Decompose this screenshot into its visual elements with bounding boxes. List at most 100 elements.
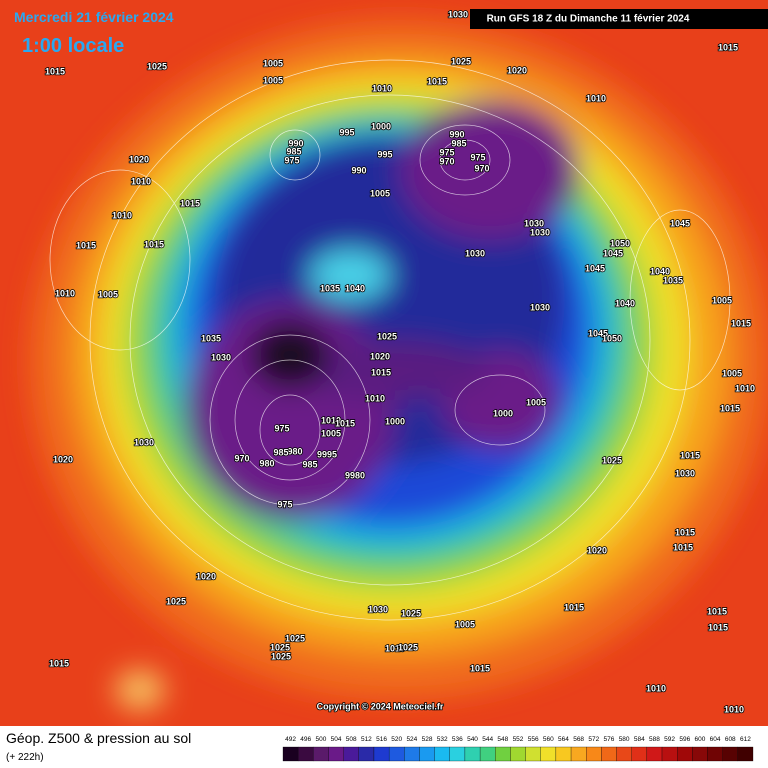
colorbar-label: 568 — [573, 736, 584, 743]
isobar-label: 985 — [273, 447, 288, 457]
isobar-label: 1030 — [448, 9, 468, 19]
isobar-label: 975 — [284, 155, 299, 165]
colorbar-label: 588 — [649, 736, 660, 743]
isobar-label: 1005 — [455, 619, 475, 629]
colorbar-swatch — [373, 746, 390, 762]
isobar-label: 1015 — [673, 542, 693, 552]
colorbar-swatch — [525, 746, 541, 762]
isobar-label: 1025 — [398, 642, 418, 652]
isobar-label: 1045 — [588, 328, 608, 338]
colorbar-swatch — [540, 746, 557, 762]
isobar-label: 1015 — [680, 450, 700, 460]
forecast-time: 1:00 locale — [22, 35, 124, 57]
colorbar-swatch — [328, 746, 344, 762]
isobar-label: 1005 — [526, 397, 546, 407]
colorbar-swatch — [601, 746, 617, 762]
colorbar-label: 580 — [619, 736, 630, 743]
isobar-label: 1015 — [731, 318, 751, 328]
isobar-label: 1020 — [53, 454, 73, 464]
isobar-label: 1030 — [465, 248, 485, 258]
colorbar-label: 516 — [376, 736, 387, 743]
isobar-label: 975 — [274, 423, 289, 433]
isobar-label: 1015 — [371, 367, 391, 377]
colorbar-swatch — [419, 746, 435, 762]
isobar-label: 995 — [377, 149, 392, 159]
colorbar-swatch — [616, 746, 632, 762]
isobar-label: 1005 — [263, 75, 283, 85]
colorbar-label: 556 — [528, 736, 539, 743]
isobar-label: 975 — [277, 499, 292, 509]
isobar-label: 1050 — [602, 333, 622, 343]
isobar-label: 1030 — [368, 604, 388, 614]
colorbar-swatch — [661, 746, 678, 762]
isobar-label: 1045 — [603, 248, 623, 258]
isobar-label: 1025 — [271, 651, 291, 661]
colorbar-label: 600 — [695, 736, 706, 743]
isobar-label: 1025 — [377, 331, 397, 341]
isobar-label: 970 — [474, 163, 489, 173]
isobar-label: 980 — [287, 446, 302, 456]
run-info: Run GFS 18 Z du Dimanche 11 février 2024 — [487, 14, 690, 25]
isobar-label: 975 — [439, 147, 454, 157]
isobar-label: 1035 — [201, 333, 221, 343]
isobar-label: 995 — [339, 127, 354, 137]
footer-lead: (+ 222h) — [6, 752, 44, 763]
isobar-label: 1010 — [735, 383, 755, 393]
isobar-label: 1015 — [675, 527, 695, 537]
isobar-label: 1010 — [646, 683, 666, 693]
isobar-label: 1020 — [129, 154, 149, 164]
isobar-label: 1045 — [670, 218, 690, 228]
isobar-label: 1005 — [712, 295, 732, 305]
colorbar-swatch — [722, 746, 738, 762]
isobar-label: 1010 — [321, 415, 341, 425]
colorbar-label: 560 — [543, 736, 554, 743]
isobar-label: 990 — [449, 129, 464, 139]
colorbar-label: 572 — [588, 736, 599, 743]
colorbar-label: 552 — [513, 736, 524, 743]
colorbar-label: 508 — [346, 736, 357, 743]
colorbar-swatch — [677, 746, 693, 762]
isobar-label: 1045 — [585, 263, 605, 273]
isobar-label: 1015 — [470, 663, 490, 673]
isobar-label: 970 — [439, 156, 454, 166]
isobar-label: 1030 — [134, 437, 154, 447]
isobar-label: 1035 — [320, 283, 340, 293]
isobar-label: 1010 — [365, 393, 385, 403]
isobar-label: 975 — [470, 152, 485, 162]
colorbar-swatch — [388, 746, 405, 762]
isobar-label: 1025 — [270, 642, 290, 652]
colorbar-label: 608 — [725, 736, 736, 743]
isobar-label: 1015 — [720, 403, 740, 413]
colorbar-label: 544 — [482, 736, 493, 743]
colorbar-label: 612 — [740, 736, 751, 743]
isobar-label: 1020 — [196, 571, 216, 581]
colorbar-swatch — [570, 746, 587, 762]
colorbar-label: 500 — [315, 736, 326, 743]
isobar-label: 985 — [302, 459, 317, 469]
isobar-label: 1015 — [427, 76, 447, 86]
isobar-label: 1020 — [587, 545, 607, 555]
colorbar-label: 536 — [452, 736, 463, 743]
colorbar-label: 520 — [391, 736, 402, 743]
isobar-label: 1050 — [610, 238, 630, 248]
colorbar-label: 524 — [406, 736, 417, 743]
colorbar-swatch — [586, 746, 602, 762]
isobar-label: 1025 — [147, 61, 167, 71]
isobar-label: 1030 — [211, 352, 231, 362]
colorbar-label: 564 — [558, 736, 569, 743]
isobar-label: 1015 — [180, 198, 200, 208]
colorbar-label: 512 — [361, 736, 372, 743]
colorbar-swatch — [449, 746, 466, 762]
colorbar-swatch — [646, 746, 663, 762]
colorbar-label: 548 — [497, 736, 508, 743]
isobar-label: 1000 — [371, 121, 391, 131]
colorbar-label: 596 — [679, 736, 690, 743]
isobar-label: 1040 — [650, 266, 670, 276]
colorbar-label: 532 — [437, 736, 448, 743]
isobar-label: 990 — [351, 165, 366, 175]
copyright: Copyright © 2024 Meteociel.fr — [317, 701, 444, 711]
isobar-label: 1015 — [564, 602, 584, 612]
colorbar-swatch — [631, 746, 648, 762]
isobar-label: 1015 — [49, 658, 69, 668]
